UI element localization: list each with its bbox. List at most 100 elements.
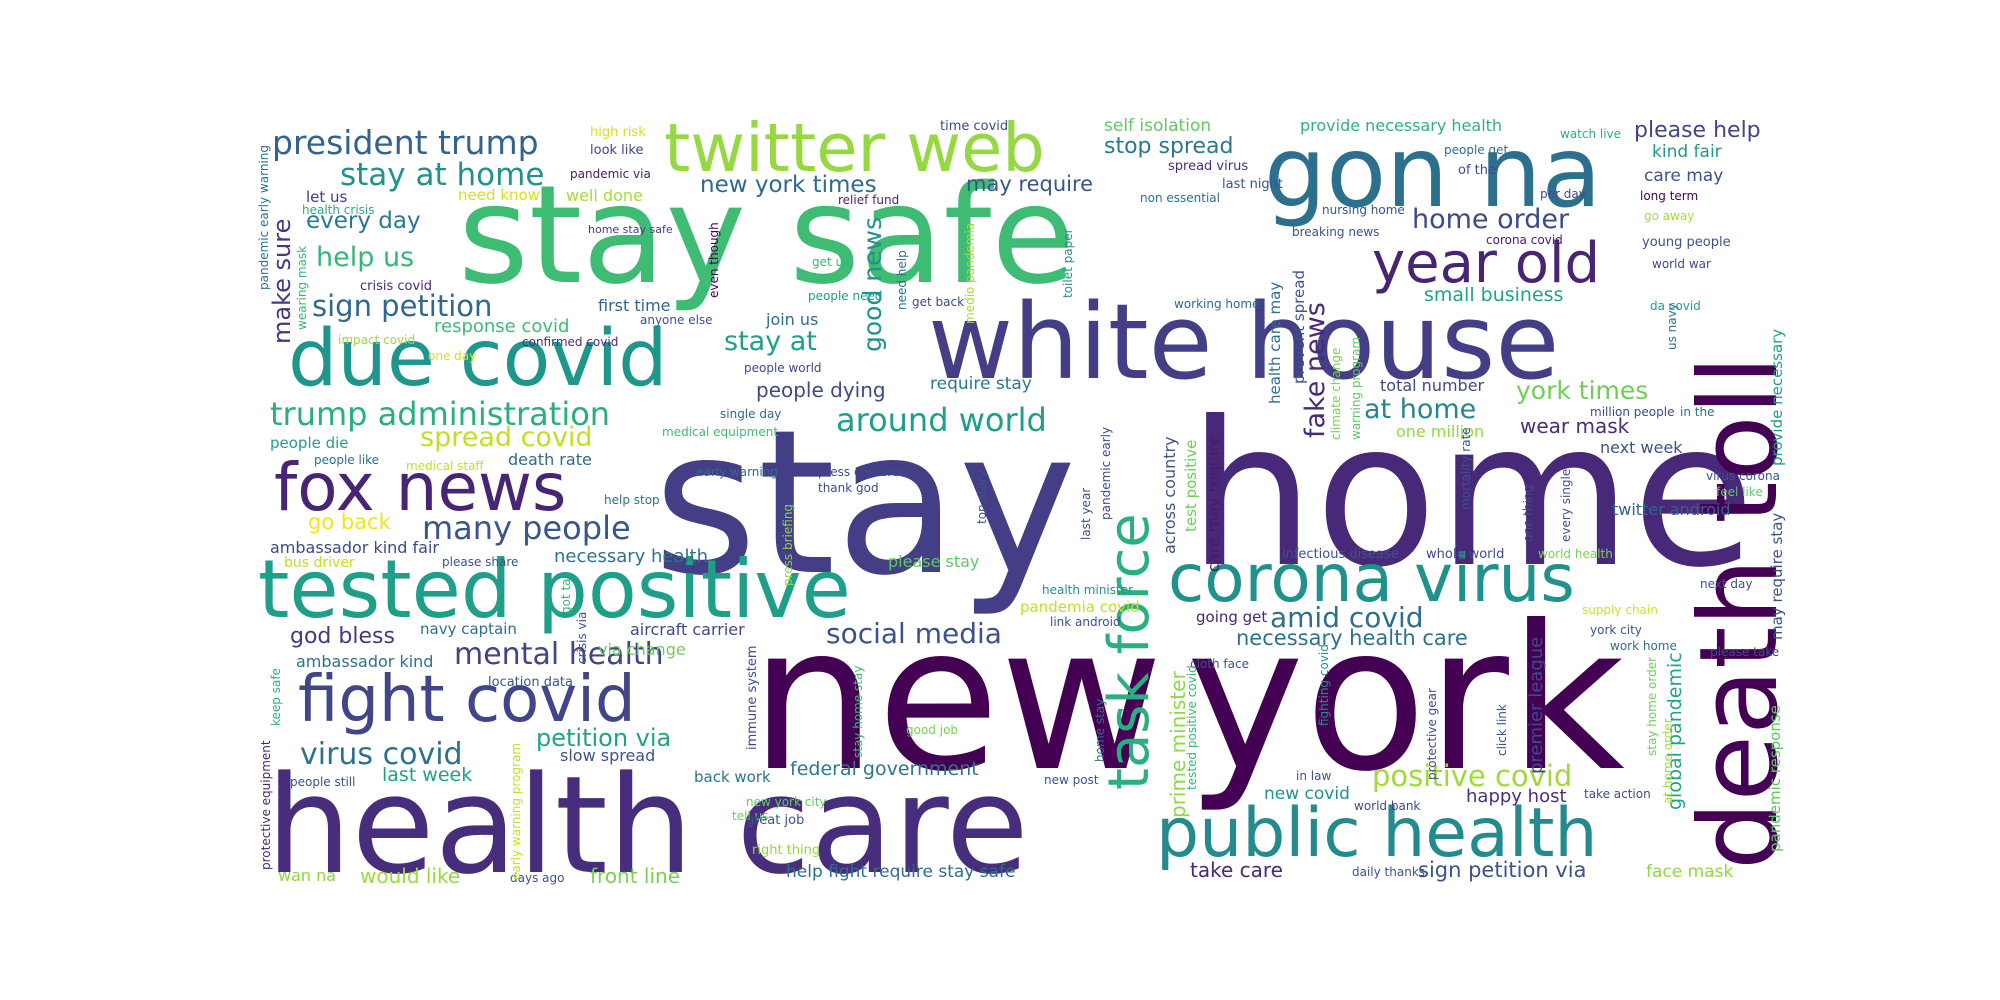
word: pandemic response <box>1766 705 1784 852</box>
word: mental health <box>454 637 664 672</box>
word: immune system <box>745 645 760 750</box>
word: prevent spread <box>1290 270 1308 384</box>
word: home stay safe <box>588 223 673 236</box>
word: single day <box>720 407 782 421</box>
word: world health <box>1538 547 1613 561</box>
word: feel like <box>1716 485 1763 499</box>
word: need help <box>895 250 909 310</box>
word: location data <box>488 675 573 690</box>
word: home order <box>1412 204 1570 235</box>
word: care may <box>1644 166 1724 186</box>
word: around world <box>836 401 1047 439</box>
word: provide necessary <box>1768 328 1786 466</box>
word: premier league <box>1526 636 1547 774</box>
word: slow spread <box>560 746 656 765</box>
word: people dying <box>756 378 886 402</box>
word: may require <box>966 172 1094 196</box>
word: breaking news <box>1292 225 1380 239</box>
word: press briefing <box>781 503 795 586</box>
word: people like <box>314 453 380 467</box>
word: stay at <box>724 326 817 357</box>
word: early warning <box>696 465 778 479</box>
word: virus corona <box>1706 469 1780 483</box>
word: test positive <box>1182 439 1200 532</box>
word: first time <box>598 296 671 315</box>
word: nursing home <box>1322 203 1405 217</box>
word: new york times <box>700 172 877 198</box>
word: front line <box>590 864 681 888</box>
word: please help <box>1634 118 1761 143</box>
word: world war <box>1652 257 1711 271</box>
word: people die <box>270 434 349 452</box>
word: at home <box>1364 394 1477 425</box>
word: health minister <box>1042 583 1134 597</box>
word: york city <box>1590 623 1642 637</box>
word: navy captain <box>420 620 517 638</box>
word: in law <box>1296 769 1332 783</box>
word: ambassador kind <box>296 652 434 671</box>
word: of the <box>1458 163 1496 178</box>
word: even though <box>707 222 721 298</box>
word: help us <box>316 242 415 273</box>
word: watch live <box>1560 127 1622 141</box>
word: million people <box>1590 405 1675 419</box>
word: next week <box>1600 438 1683 457</box>
word: total number <box>1380 376 1485 395</box>
word: keep safe <box>269 668 283 726</box>
word: join us <box>766 310 819 329</box>
word: infectious disease <box>1282 547 1399 562</box>
word: response covid <box>434 316 570 337</box>
word: via change <box>598 640 686 659</box>
word: please stay <box>888 552 980 571</box>
word: gon na <box>1264 116 1602 230</box>
word: whole world <box>1426 547 1505 562</box>
word: right thing <box>752 843 821 858</box>
word: york <box>1186 583 1625 816</box>
word: may require stay <box>1768 512 1786 640</box>
word: working home <box>1174 297 1260 311</box>
word: public health <box>1156 794 1598 873</box>
word: last week <box>382 764 473 786</box>
word: next day <box>1700 577 1753 591</box>
word: top story <box>975 470 989 524</box>
word: per day <box>1540 187 1586 201</box>
word: provide necessary health <box>1300 116 1503 135</box>
word: necessary health <box>554 546 708 567</box>
word: health crisis <box>302 203 375 217</box>
word: confirmed covid <box>522 335 619 349</box>
word: da covid <box>1650 299 1701 313</box>
word: wearing mask <box>295 245 309 330</box>
word: protective gear <box>1425 688 1439 780</box>
word: fox news <box>274 449 567 526</box>
word: death rate <box>508 450 592 469</box>
word: crisis via <box>575 611 589 664</box>
word: stay at home <box>340 157 545 193</box>
word: spread virus <box>1168 159 1249 174</box>
word: stay <box>653 387 1077 620</box>
word: young people <box>1642 235 1731 250</box>
word: sign petition <box>312 289 493 323</box>
word: many people <box>422 509 631 547</box>
word: make sure <box>268 218 296 344</box>
word: help fight require stay safe <box>786 862 1016 882</box>
word: last year <box>1079 487 1093 540</box>
word: medical equipment <box>662 425 779 439</box>
word: new york city <box>746 795 827 809</box>
word: stay home stay <box>851 665 865 758</box>
word: corona covid <box>1486 233 1563 247</box>
word: world bank <box>1354 799 1421 813</box>
word: go back <box>308 510 391 534</box>
word: spread covid <box>420 422 593 453</box>
word: happy host <box>1466 786 1567 807</box>
word: stay safe <box>458 157 1075 315</box>
word: twitter android <box>1612 500 1731 519</box>
word: would like <box>360 864 461 888</box>
word: thank god <box>818 481 879 495</box>
word: need know <box>458 186 540 204</box>
word: small business <box>1424 284 1564 306</box>
word: going get <box>1196 608 1268 626</box>
word: white house <box>928 281 1560 403</box>
word: stay home order <box>1645 656 1659 756</box>
word: trump administration <box>270 395 611 433</box>
